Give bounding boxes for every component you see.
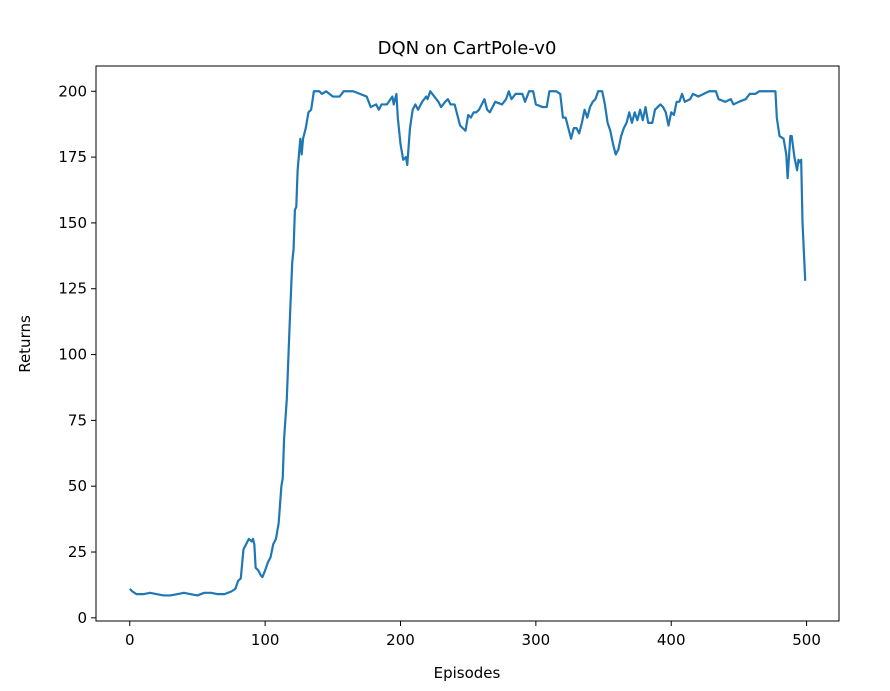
x-axis-label: Episodes	[434, 664, 501, 682]
x-tick-label: 0	[125, 631, 135, 649]
x-tick-label: 200	[386, 631, 415, 649]
y-tick-label: 100	[58, 346, 87, 364]
y-tick-label: 0	[77, 609, 87, 627]
x-tick-label: 300	[522, 631, 551, 649]
x-tick-label: 400	[657, 631, 686, 649]
x-tick-label: 500	[792, 631, 821, 649]
y-tick-label: 125	[58, 280, 87, 298]
y-axis-label: Returns	[16, 315, 34, 373]
data-line	[129, 90, 807, 597]
y-tick-label: 50	[68, 477, 87, 495]
y-tick-label: 75	[68, 411, 87, 429]
plot-area: 0 100 200 300 400 500 0 25 50 75 100 125 150 175 200	[58, 82, 821, 649]
y-tick-label: 150	[58, 214, 87, 232]
y-tick-label: 175	[58, 148, 87, 166]
chart-title: DQN on CartPole-v0	[378, 38, 557, 59]
y-tick-label: 200	[58, 82, 87, 100]
y-tick-label: 25	[68, 543, 87, 561]
axes-frame	[95, 65, 840, 622]
x-tick-label: 100	[251, 631, 280, 649]
